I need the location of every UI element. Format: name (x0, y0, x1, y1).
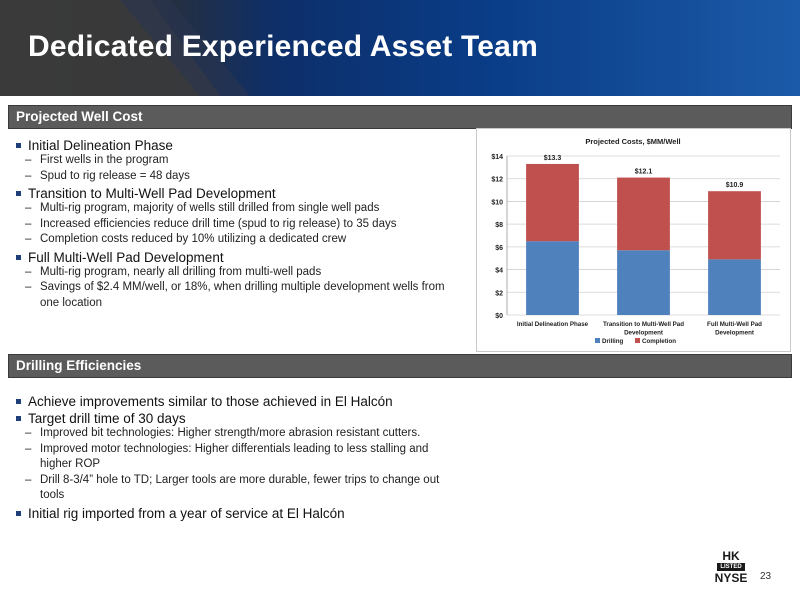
sub-bullet-item: Drill 8-3/4” hole to TD; Larger tools ar… (14, 473, 459, 504)
bullet-item: Initial Delineation Phase (14, 138, 459, 153)
banner-graphic (0, 0, 250, 96)
legend-label: Completion (642, 338, 676, 345)
well-cost-bullet-list: Initial Delineation Phase First wells in… (14, 136, 459, 311)
projected-costs-chart: Projected Costs, $MM/Well $0 $2 $4 $6 $8 $10 $1… (476, 128, 791, 352)
sub-bullet-item: Completion costs reduced by 10% utilizin… (14, 232, 459, 248)
logo-ticker: HK (722, 549, 740, 563)
y-tick-label: $2 (495, 290, 503, 297)
chart-title: Projected Costs, $MM/Well (585, 137, 680, 146)
legend-label: Drilling (602, 338, 624, 345)
bar-drilling (526, 241, 579, 315)
bar-completion (526, 163, 579, 242)
slide-title: Dedicated Experienced Asset Team (28, 30, 538, 63)
y-tick-label: $0 (495, 313, 503, 320)
legend-swatch-drilling (595, 338, 600, 343)
legend-swatch-completion (635, 338, 640, 343)
bar-total-label: $10.9 (726, 182, 744, 189)
sub-bullet-item: Increased efficiencies reduce drill time… (14, 217, 459, 233)
bullet-item: Achieve improvements similar to those ac… (14, 394, 459, 409)
y-tick-label: $4 (495, 268, 503, 275)
x-category-label: Development (624, 330, 663, 337)
logo-exchange: NYSE (714, 571, 748, 585)
section-heading: Projected Well Cost (16, 109, 143, 124)
y-tick-label: $6 (495, 245, 503, 252)
page-number: 23 (760, 571, 772, 582)
x-category-label: Transition to Multi-Well Pad (603, 321, 684, 328)
chart-canvas: Projected Costs, $MM/Well $0 $2 $4 $6 $8 $10 $1… (491, 137, 780, 345)
bar-drilling (708, 259, 761, 315)
bullet-item: Initial rig imported from a year of serv… (14, 506, 459, 521)
title-banner: Dedicated Experienced Asset Team (0, 0, 800, 96)
x-category-label: Development (715, 330, 754, 337)
y-tick-label: $10 (491, 199, 503, 206)
x-category-label: Initial Delineation Phase (517, 321, 589, 328)
y-tick-label: $12 (491, 177, 503, 184)
sub-bullet-item: Multi-rig program, majority of wells sti… (14, 201, 459, 217)
sub-bullet-item: First wells in the program (14, 153, 459, 169)
bar-completion (617, 177, 670, 251)
nyse-listed-logo: HK LISTED NYSE (713, 550, 749, 590)
section-header-projected-well-cost: Projected Well Cost (8, 105, 792, 129)
y-tick-label: $8 (495, 222, 503, 229)
bar-completion (708, 191, 761, 260)
x-category-label: Full Multi-Well Pad (707, 321, 762, 328)
bar-total-label: $12.1 (635, 169, 653, 176)
sub-bullet-item: Spud to rig release = 48 days (14, 169, 459, 185)
drilling-efficiencies-bullet-list: Achieve improvements similar to those ac… (14, 392, 459, 521)
y-tick-label: $14 (491, 154, 503, 161)
logo-listed-label: LISTED (717, 563, 745, 571)
bullet-item: Transition to Multi-Well Pad Development (14, 186, 459, 201)
bar-drilling (617, 250, 670, 315)
sub-bullet-item: Improved bit technologies: Higher streng… (14, 426, 459, 442)
bar-total-label: $13.3 (544, 155, 562, 162)
sub-bullet-item: Improved motor technologies: Higher diff… (14, 442, 459, 473)
bullet-item: Full Multi-Well Pad Development (14, 250, 459, 265)
section-heading: Drilling Efficiencies (16, 358, 142, 373)
sub-bullet-item: Savings of $2.4 MM/well, or 18%, when dr… (14, 280, 459, 311)
section-header-drilling-efficiencies: Drilling Efficiencies (8, 354, 792, 378)
sub-bullet-item: Multi-rig program, nearly all drilling f… (14, 265, 459, 281)
bullet-item: Target drill time of 30 days (14, 411, 459, 426)
